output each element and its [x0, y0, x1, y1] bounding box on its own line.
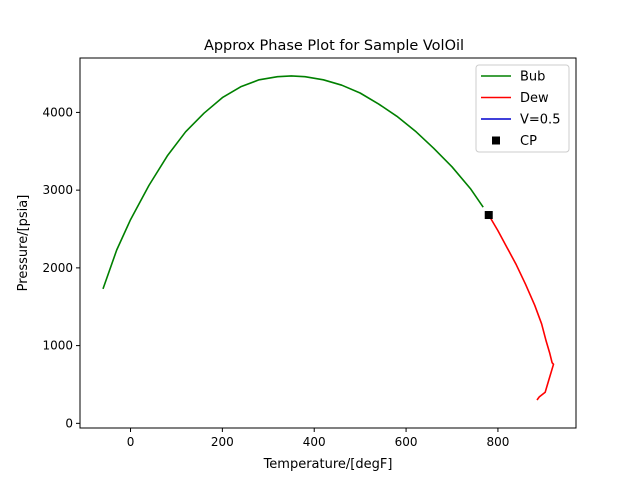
series-line-dew	[488, 214, 555, 401]
x-axis-label: Temperature/[degF]	[263, 457, 393, 472]
legend-swatch-cp	[492, 136, 500, 145]
legend-label-bub: Bub	[520, 70, 545, 85]
legend: Bub Dew V=0.5 CP	[475, 64, 570, 153]
y-tick-label: 0	[65, 416, 73, 430]
y-tick-label: 3000	[42, 183, 73, 197]
y-axis-label: Pressure/[psia]	[16, 195, 31, 292]
legend-label-cp: CP	[520, 134, 537, 149]
chart-title: Approx Phase Plot for Sample VolOil	[204, 38, 464, 54]
x-tick-label: 0	[127, 435, 135, 449]
legend-box	[475, 64, 570, 153]
x-tick-label: 600	[395, 435, 418, 449]
y-tick-label: 2000	[42, 261, 73, 275]
x-tick-label: 200	[211, 435, 234, 449]
critical-point-marker	[484, 211, 493, 220]
legend-label-dew: Dew	[520, 91, 549, 106]
y-tick-label: 4000	[42, 105, 73, 119]
plot-frame	[79, 57, 577, 429]
legend-label-v-0-5: V=0.5	[520, 113, 560, 128]
y-tick-label: 1000	[42, 339, 73, 353]
series-line-bub	[102, 75, 484, 290]
x-tick-label: 400	[303, 435, 326, 449]
x-tick-label: 800	[486, 435, 509, 449]
